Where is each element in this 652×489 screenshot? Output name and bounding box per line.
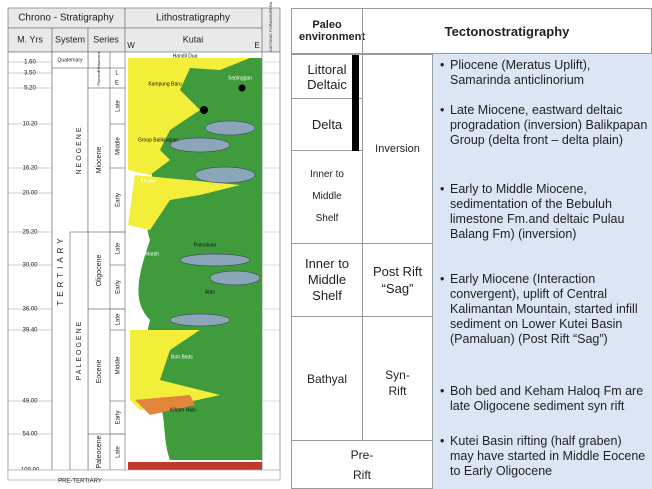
limestone-lens (169, 137, 231, 153)
limestone-lens (169, 313, 231, 327)
stage-label: E (115, 81, 119, 87)
header-text: System (55, 34, 85, 44)
system-label: PALEOGENE (76, 320, 83, 381)
note: Boh bed and Keham Haloq Fm are late Olig… (440, 384, 648, 414)
header-text: Lithostratigraphy (156, 13, 230, 24)
stage-label: Middle (116, 356, 122, 374)
age-label: 54.00 (22, 432, 38, 438)
cell (124, 27, 263, 53)
age-label: 10.20 (22, 122, 38, 128)
environment-text: Littoral Deltaic (307, 61, 347, 92)
header-text: Kutai (183, 34, 204, 44)
formation-label: Group Balikpapan (138, 137, 178, 143)
formation-label: Attaka (233, 53, 247, 59)
stage-label: Middle (116, 137, 122, 155)
marker (200, 106, 208, 114)
red-bed (135, 395, 195, 415)
stage-label: Late (116, 100, 122, 112)
pre-rift-text: Pre-Rift (350, 447, 374, 482)
header-text: M. Yrs (17, 34, 43, 44)
header-cell: Tectonostratigraphy (362, 8, 652, 54)
formation-label: Kiham Halo (170, 407, 196, 413)
formation-label: Marah (145, 251, 159, 257)
formation-label: Atan (205, 289, 216, 295)
age-label: 20.00 (22, 191, 38, 197)
formation-label: Sepinggan (228, 75, 252, 81)
cell (51, 51, 89, 69)
tectonic-cell: Inversion (362, 54, 433, 244)
cell (7, 469, 281, 481)
header-text: E (254, 41, 259, 50)
tectonic-text: Inversion (375, 143, 420, 155)
environment-text: Inner to Middle Shelf (304, 256, 350, 303)
environment-text: Inner to Middle Shelf (310, 169, 344, 224)
age-label: 39.40 (22, 328, 38, 334)
sand-body (128, 175, 240, 230)
header-text: Tectonostratigraphy (444, 23, 570, 39)
epoch-label: Paleocene (96, 435, 103, 468)
formation-label: Boh Beds (171, 354, 193, 360)
environment-cell: Inner to Middle Shelf (291, 150, 363, 244)
age-label: 16.20 (22, 166, 38, 172)
tectonic-cell: Post Rift “Sag” (362, 243, 433, 317)
header-text: Chrono - Stratigraphy (18, 13, 114, 24)
note: Kutei Basin rifting (half graben) may ha… (440, 434, 648, 479)
note: Early Miocene (Interaction convergent), … (440, 272, 648, 347)
stage-label: Late (116, 313, 122, 325)
limestone-lens (204, 120, 256, 136)
note: Early to Middle Miocene, sedimentation o… (440, 182, 648, 242)
base-label: PRE-TERTIARY (58, 479, 102, 485)
environment-text: Delta (311, 117, 343, 132)
age-label: 30.00 (22, 263, 38, 269)
header-text: Paleo environment (299, 19, 366, 43)
header-cell: Paleo environment (291, 8, 366, 54)
stage-label: L (115, 71, 119, 77)
limestone-lens (179, 253, 251, 267)
epoch-label: Pliocene (96, 70, 101, 86)
formation-label: Klinjau (140, 178, 155, 184)
pre-rift-cell: Pre-Rift (291, 440, 433, 489)
environment-text: Bathyal (306, 371, 348, 386)
age-label: 3.50 (24, 71, 36, 77)
age-label: 1.60 (24, 60, 36, 66)
stage-label: Early (116, 280, 122, 294)
limestone-lens (194, 166, 256, 184)
epoch-label: Pleistocene (96, 50, 101, 71)
system-label: Quaternary (57, 57, 83, 63)
stage-label: Early (116, 411, 122, 425)
epoch-label: Miocene (96, 147, 103, 174)
stage-label: Late (116, 242, 122, 254)
stratigraphy-chart: Chrono - Stratigraphy Lithostratigraphy M.… (7, 1, 281, 485)
stage-label: Late (116, 446, 122, 458)
tectonic-text: Syn-Rift (385, 368, 410, 398)
sand-body (128, 58, 250, 175)
formation-label: Handil Dua (173, 53, 198, 59)
header-text: PLANKTONIC FORAMINIFERA (268, 1, 273, 58)
age-label: 5.20 (24, 86, 36, 92)
epoch-label: Oligocene (96, 255, 103, 287)
environment-cell: Bathyal (291, 316, 363, 441)
limestone-lens (209, 270, 261, 286)
formation-label: Pamaluan (194, 242, 217, 248)
note: Late Miocene, eastward deltaic progradat… (440, 103, 648, 148)
age-label: 25.20 (22, 230, 38, 236)
age-label: 36.00 (22, 307, 38, 313)
epoch-label: Eocene (96, 360, 103, 384)
delta-bar (352, 55, 359, 151)
note: Pliocene (Meratus Uplift), Samarinda ant… (440, 58, 648, 88)
system-label: NEOGENE (76, 125, 83, 174)
age-label: 49.00 (22, 399, 38, 405)
formation-label: Kampung Baru (148, 81, 182, 87)
marker (238, 84, 246, 92)
sand-body (130, 330, 220, 410)
system-label: TERTIARY (56, 234, 65, 305)
header-text: Series (93, 34, 119, 44)
tectonic-cell: Syn-Rift (362, 316, 433, 441)
stage-label: Early (116, 193, 122, 207)
environment-cell: Inner to Middle Shelf (291, 243, 363, 317)
tectonic-text: Post Rift “Sag” (372, 264, 423, 296)
header-text: W (127, 41, 135, 50)
